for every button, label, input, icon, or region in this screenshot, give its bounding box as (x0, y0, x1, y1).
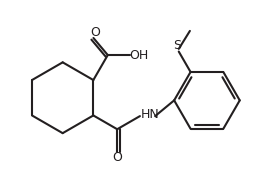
Text: O: O (90, 26, 100, 39)
Text: HN: HN (140, 108, 159, 121)
Text: OH: OH (129, 48, 148, 62)
Text: S: S (174, 39, 182, 52)
Text: O: O (112, 151, 122, 164)
